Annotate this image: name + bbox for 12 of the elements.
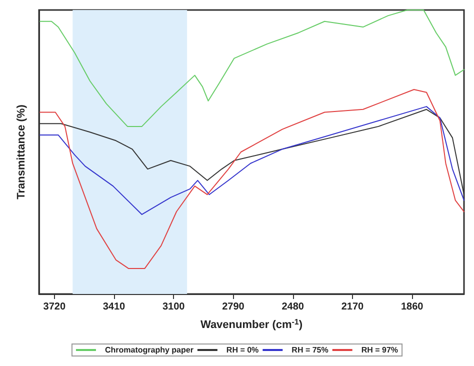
x-tick-label: 2790 [222, 302, 245, 312]
legend-label: RH = 75% [292, 346, 328, 354]
x-tick-label: 3410 [102, 302, 126, 312]
y-axis-title: Transmittance (%) [16, 104, 28, 200]
legend-label: RH = 0% [226, 346, 259, 354]
x-tick-label: 2170 [341, 302, 364, 312]
x-tick-label: 3100 [162, 302, 186, 312]
x-tick-label: 2480 [282, 302, 304, 312]
x-tick-label: 3720 [43, 302, 66, 312]
x-tick-label: 1860 [400, 302, 424, 312]
legend-label: RH = 97% [361, 346, 398, 354]
legend-label: Chromatography paper [104, 346, 194, 354]
